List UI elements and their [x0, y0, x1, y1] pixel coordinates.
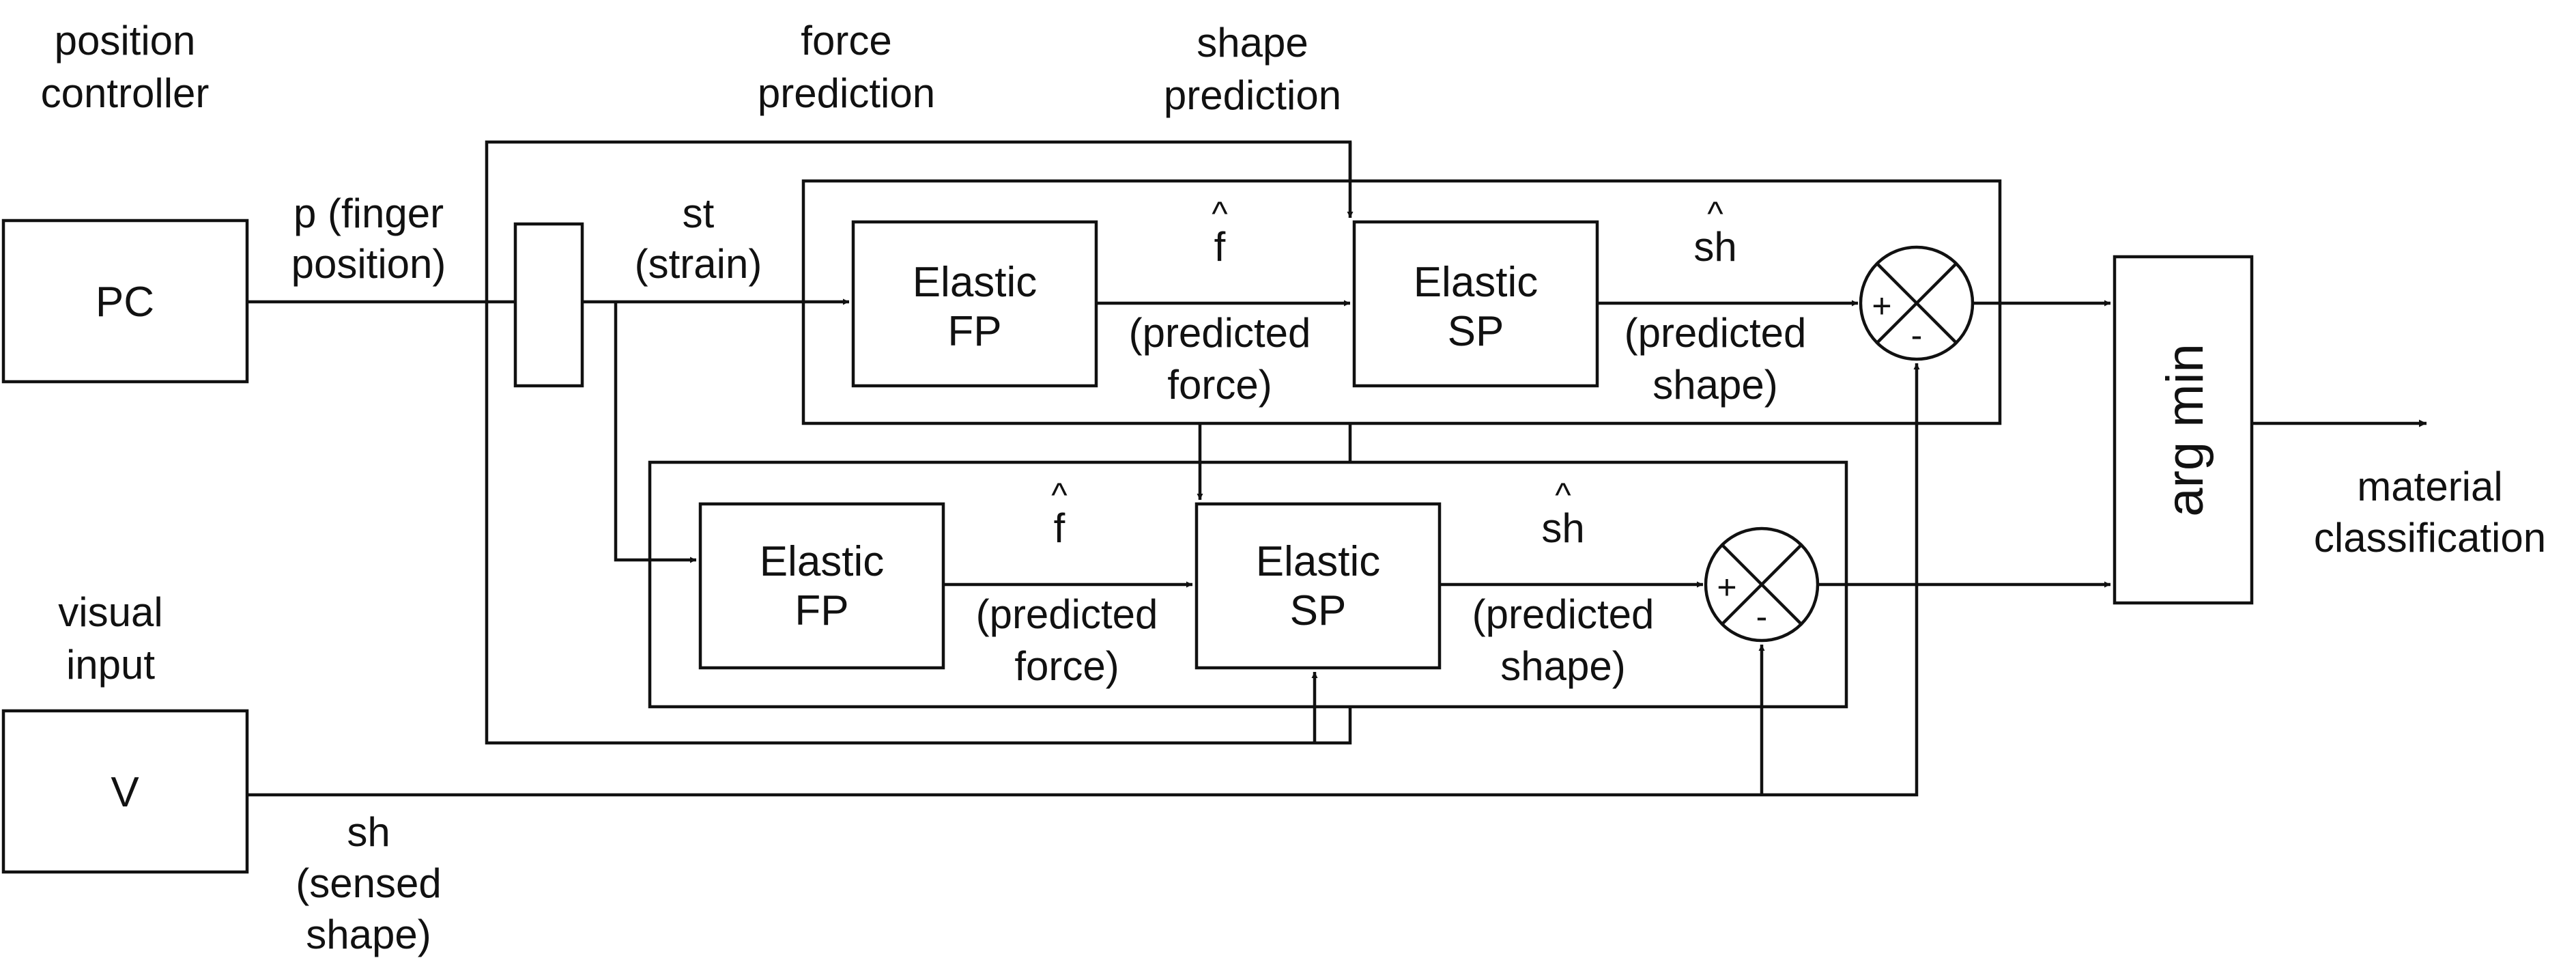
svg-text:Elastic: Elastic	[760, 538, 885, 585]
svg-text:prediction: prediction	[758, 70, 935, 116]
svg-text:(sensed: (sensed	[296, 860, 441, 906]
v-block-label: V	[111, 769, 139, 816]
shape-prediction-label: shape prediction	[1164, 20, 1341, 118]
lower-sh-hat-label: ^ sh	[1541, 476, 1584, 551]
strain-sensor-block	[513, 222, 584, 388]
svg-text:position: position	[55, 18, 196, 64]
svg-text:st: st	[683, 191, 715, 236]
upper-summing-junction	[1859, 245, 1975, 361]
svg-text:^: ^	[1555, 476, 1571, 514]
v-block	[1, 709, 249, 874]
svg-text:force): force)	[1014, 643, 1119, 689]
svg-text:f: f	[1054, 505, 1065, 551]
lower-predicted-force-label: (predicted force)	[976, 591, 1158, 689]
svg-text:(predicted: (predicted	[1625, 310, 1807, 356]
sh-sensed-shape-label: sh (sensed shape)	[296, 809, 441, 957]
upper-elastic-sp-block	[1352, 220, 1599, 388]
svg-text:sh: sh	[1541, 505, 1584, 551]
svg-text:(predicted: (predicted	[1472, 591, 1655, 637]
upper-elastic-fp-label: Elastic FP	[913, 259, 1037, 355]
upper-junction-minus: -	[1911, 316, 1923, 354]
svg-text:material: material	[2357, 464, 2502, 509]
svg-text:^: ^	[1051, 476, 1068, 514]
svg-text:force): force)	[1167, 362, 1272, 408]
visual-input-label: visual input	[58, 589, 162, 688]
svg-text:shape): shape)	[1500, 643, 1625, 689]
svg-text:(predicted: (predicted	[976, 591, 1158, 637]
lower-junction-plus: +	[1717, 568, 1736, 606]
upper-predicted-shape-label: (predicted shape)	[1625, 310, 1807, 408]
svg-text:(strain): (strain)	[635, 241, 762, 287]
lower-elastic-fp-block	[698, 502, 945, 670]
svg-text:classification: classification	[2314, 515, 2546, 561]
svg-text:FP: FP	[795, 587, 848, 634]
p-finger-position-label: p (finger position)	[291, 191, 446, 287]
svg-text:SP: SP	[1448, 308, 1504, 355]
lower-elastic-sp-block	[1194, 502, 1442, 670]
position-controller-label: position controller	[41, 18, 210, 116]
svg-text:SP: SP	[1290, 587, 1347, 634]
upper-sh-hat-label: ^ sh	[1693, 195, 1736, 270]
lower-f-hat-label: ^ f	[1051, 476, 1068, 551]
svg-text:Elastic: Elastic	[1414, 259, 1539, 306]
upper-junction-plus: +	[1872, 287, 1891, 325]
argmin-block	[2113, 255, 2254, 605]
svg-text:shape): shape)	[1652, 362, 1777, 408]
svg-text:^: ^	[1212, 195, 1228, 233]
svg-text:sh: sh	[1693, 224, 1736, 270]
upper-f-hat-label: ^ f	[1212, 195, 1228, 270]
argmin-label: arg min	[2156, 343, 2214, 516]
sh-to-upper-junction-arrow	[247, 363, 1920, 797]
force-prediction-frame	[485, 140, 1352, 745]
st-strain-label: st (strain)	[635, 191, 762, 287]
svg-text:Elastic: Elastic	[1256, 538, 1381, 585]
svg-text:shape): shape)	[306, 912, 431, 957]
svg-text:f: f	[1214, 224, 1226, 270]
pc-block-label: PC	[96, 279, 154, 326]
st-to-lower-fp-arrow	[614, 302, 696, 563]
upper-predicted-force-label: (predicted force)	[1129, 310, 1311, 408]
lower-junction-minus: -	[1756, 597, 1768, 636]
upper-elastic-fp-block	[851, 220, 1098, 388]
force-prediction-label: force prediction	[758, 18, 935, 116]
material-classification-label: material classification	[2314, 464, 2546, 561]
svg-text:FP: FP	[947, 308, 1001, 355]
lower-elastic-fp-label: Elastic FP	[760, 538, 885, 634]
svg-text:input: input	[66, 642, 155, 688]
lower-elastic-sp-label: Elastic SP	[1256, 538, 1381, 634]
svg-text:Elastic: Elastic	[913, 259, 1037, 306]
lower-predicted-shape-label: (predicted shape)	[1472, 591, 1655, 689]
svg-text:sh: sh	[347, 809, 390, 855]
upper-elastic-sp-label: Elastic SP	[1414, 259, 1539, 355]
svg-text:shape: shape	[1197, 20, 1308, 66]
svg-text:position): position)	[291, 241, 446, 287]
svg-text:visual: visual	[58, 589, 162, 635]
svg-text:force: force	[801, 18, 891, 64]
svg-text:p (finger: p (finger	[294, 191, 444, 236]
svg-text:^: ^	[1707, 195, 1723, 233]
svg-text:(predicted: (predicted	[1129, 310, 1311, 356]
svg-text:controller: controller	[41, 70, 210, 116]
svg-text:prediction: prediction	[1164, 72, 1341, 118]
